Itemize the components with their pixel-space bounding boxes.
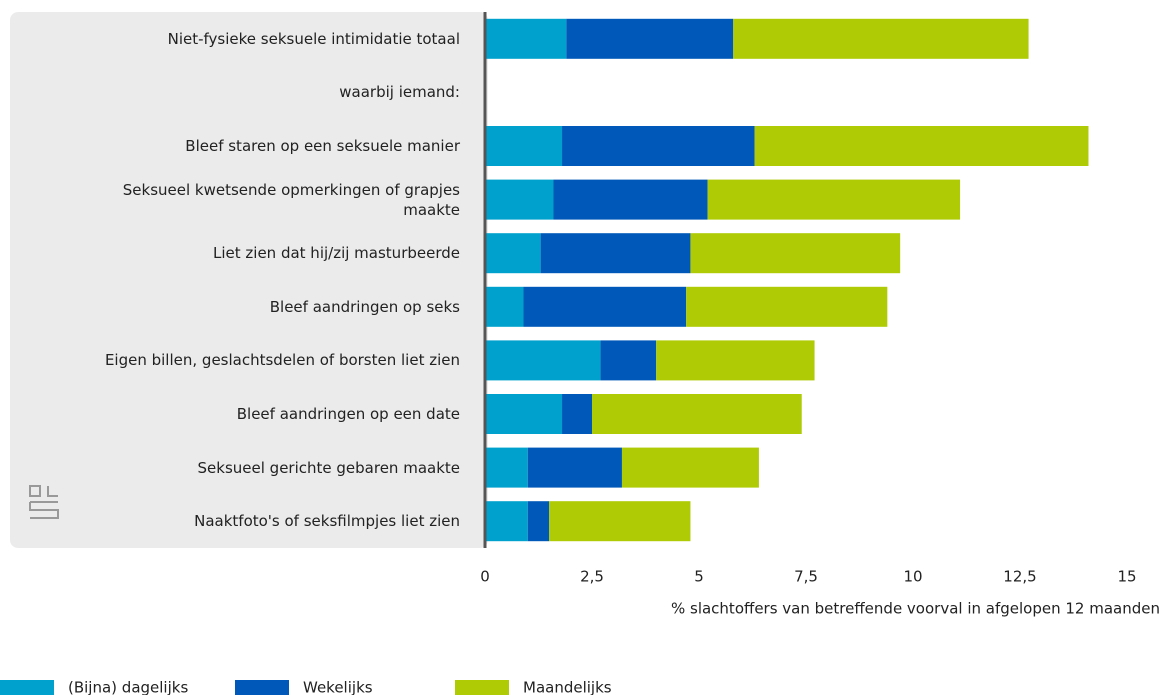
bar-segment xyxy=(485,286,524,327)
category-label: Seksueel gerichte gebaren maakte xyxy=(197,458,460,477)
x-tick-label: 12,5 xyxy=(1003,568,1036,586)
bar-segment xyxy=(485,394,563,434)
logo xyxy=(29,485,59,519)
x-tick-label: 0 xyxy=(480,568,490,586)
bar-segment xyxy=(527,501,550,542)
legend-swatch xyxy=(235,680,289,695)
bar-segment xyxy=(540,233,691,274)
legend-swatch xyxy=(0,680,54,695)
bar-segment xyxy=(523,286,687,327)
category-label: Liet zien dat hij/zij masturbeerde xyxy=(213,244,460,263)
bar-segment xyxy=(754,126,1089,166)
legend-label: (Bijna) dagelijks xyxy=(68,679,188,695)
bar-segment xyxy=(485,340,601,381)
category-label: Bleef aandringen op een date xyxy=(236,405,460,423)
bar-segment xyxy=(733,18,1029,59)
bar-segment xyxy=(592,394,802,434)
x-axis-label: % slachtoffers van betreffende voorval i… xyxy=(671,600,1160,618)
bar-segment xyxy=(553,179,708,220)
bar-segment xyxy=(485,233,541,274)
category-label: Seksueel kwetsende opmerkingen of grapje… xyxy=(122,180,460,219)
bar-segment xyxy=(566,18,734,59)
bar-segment xyxy=(656,340,815,381)
bar-segment xyxy=(562,126,755,166)
category-label: Naaktfoto's of seksfilmpjes liet zien xyxy=(194,512,460,531)
legend-label: Wekelijks xyxy=(303,679,373,695)
x-tick-label: 2,5 xyxy=(580,568,604,586)
bar-segment xyxy=(527,447,622,488)
legend-swatch xyxy=(455,680,509,695)
category-label: Bleef aandringen op seks xyxy=(269,297,460,316)
bar-segment xyxy=(686,286,888,327)
bar-segment xyxy=(485,447,528,488)
bar-segment xyxy=(621,447,759,488)
bar-segment xyxy=(485,126,563,166)
category-label: Eigen billen, geslachtsdelen of borsten … xyxy=(104,351,460,370)
x-tick-label: 15 xyxy=(1117,568,1136,586)
category-label: Bleef staren op een seksuele manier xyxy=(185,137,460,155)
bar-segment xyxy=(707,179,961,220)
bar-segment xyxy=(600,340,657,381)
bar-segment xyxy=(690,233,901,274)
category-label: waarbij iemand: xyxy=(339,83,460,102)
bar-segment xyxy=(485,501,528,542)
label-panel xyxy=(10,12,488,548)
category-label: Niet-fysieke seksuele intimidatie totaal xyxy=(167,29,460,48)
x-tick-label: 10 xyxy=(903,568,922,586)
bar-segment xyxy=(549,501,691,542)
bar-segment xyxy=(485,18,567,59)
bar-segment xyxy=(485,179,554,220)
legend-label: Maandelijks xyxy=(523,679,612,695)
x-tick-label: 7,5 xyxy=(794,568,818,586)
bar-segment xyxy=(562,394,592,434)
x-tick-label: 5 xyxy=(694,568,704,586)
